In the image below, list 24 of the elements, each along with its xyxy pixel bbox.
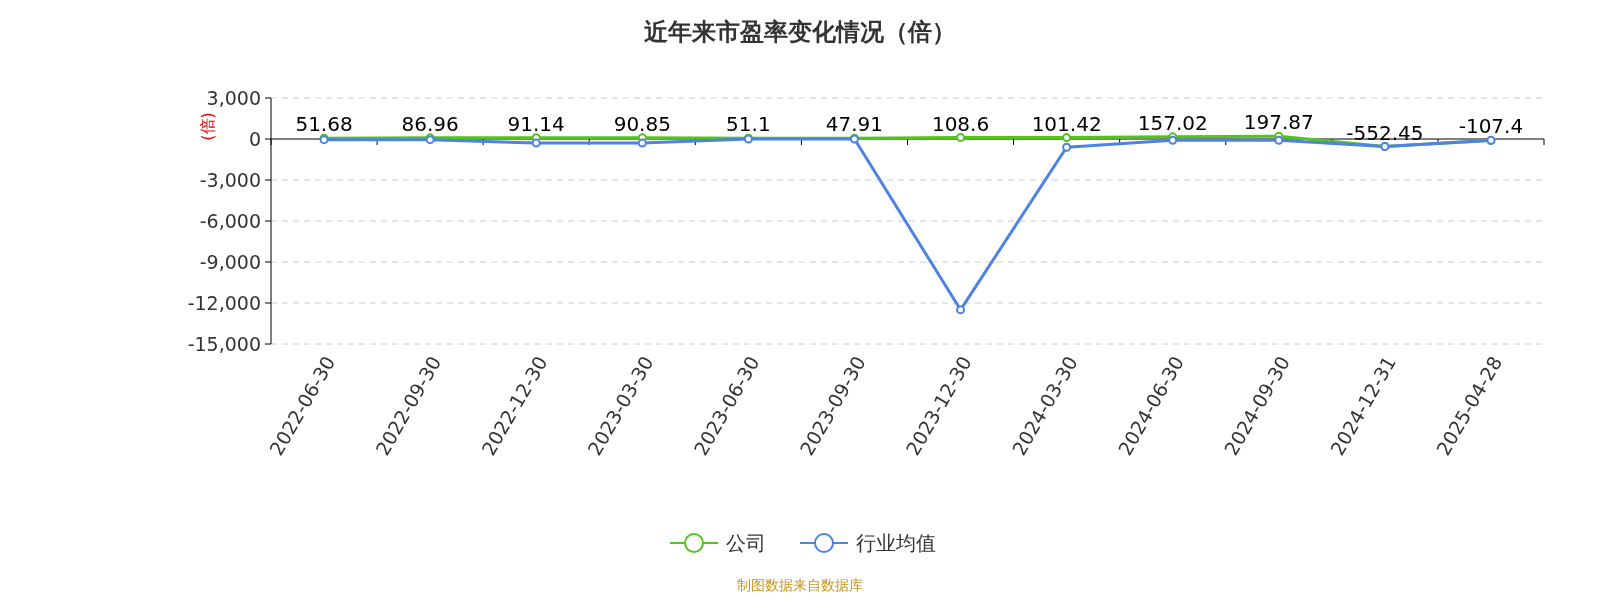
data-label: -552.45	[1346, 120, 1424, 145]
text: 制图数据来自数据库	[737, 577, 863, 593]
y-axis-title: (倍)	[198, 112, 217, 141]
data-label: 47.91	[825, 112, 884, 137]
y-tick-label: 3,000	[206, 86, 261, 109]
data-label: 101.42	[1031, 111, 1102, 136]
y-tick-label: -12,000	[187, 291, 261, 314]
data-label: 86.96	[401, 111, 459, 136]
data-label: 157.02	[1137, 110, 1208, 135]
data-label: 51.1	[726, 112, 771, 137]
y-tick-label: -6,000	[199, 209, 261, 232]
data-label: 51.68	[295, 112, 353, 137]
legend-label: 行业均值	[856, 531, 936, 555]
chart-title: 近年来市盈率变化情况（倍）	[644, 18, 956, 46]
legend-label: 公司	[726, 531, 766, 555]
data-label: 197.87	[1243, 110, 1314, 135]
y-tick-label: -9,000	[199, 250, 261, 273]
data-label: 90.85	[613, 111, 671, 136]
y-tick-label: -3,000	[199, 168, 261, 191]
data-label: 91.14	[507, 111, 565, 136]
data-label: -107.4	[1458, 114, 1524, 139]
y-tick-label: -15,000	[187, 332, 261, 355]
data-label: 108.6	[931, 111, 990, 136]
y-tick-label: 0	[248, 127, 261, 150]
